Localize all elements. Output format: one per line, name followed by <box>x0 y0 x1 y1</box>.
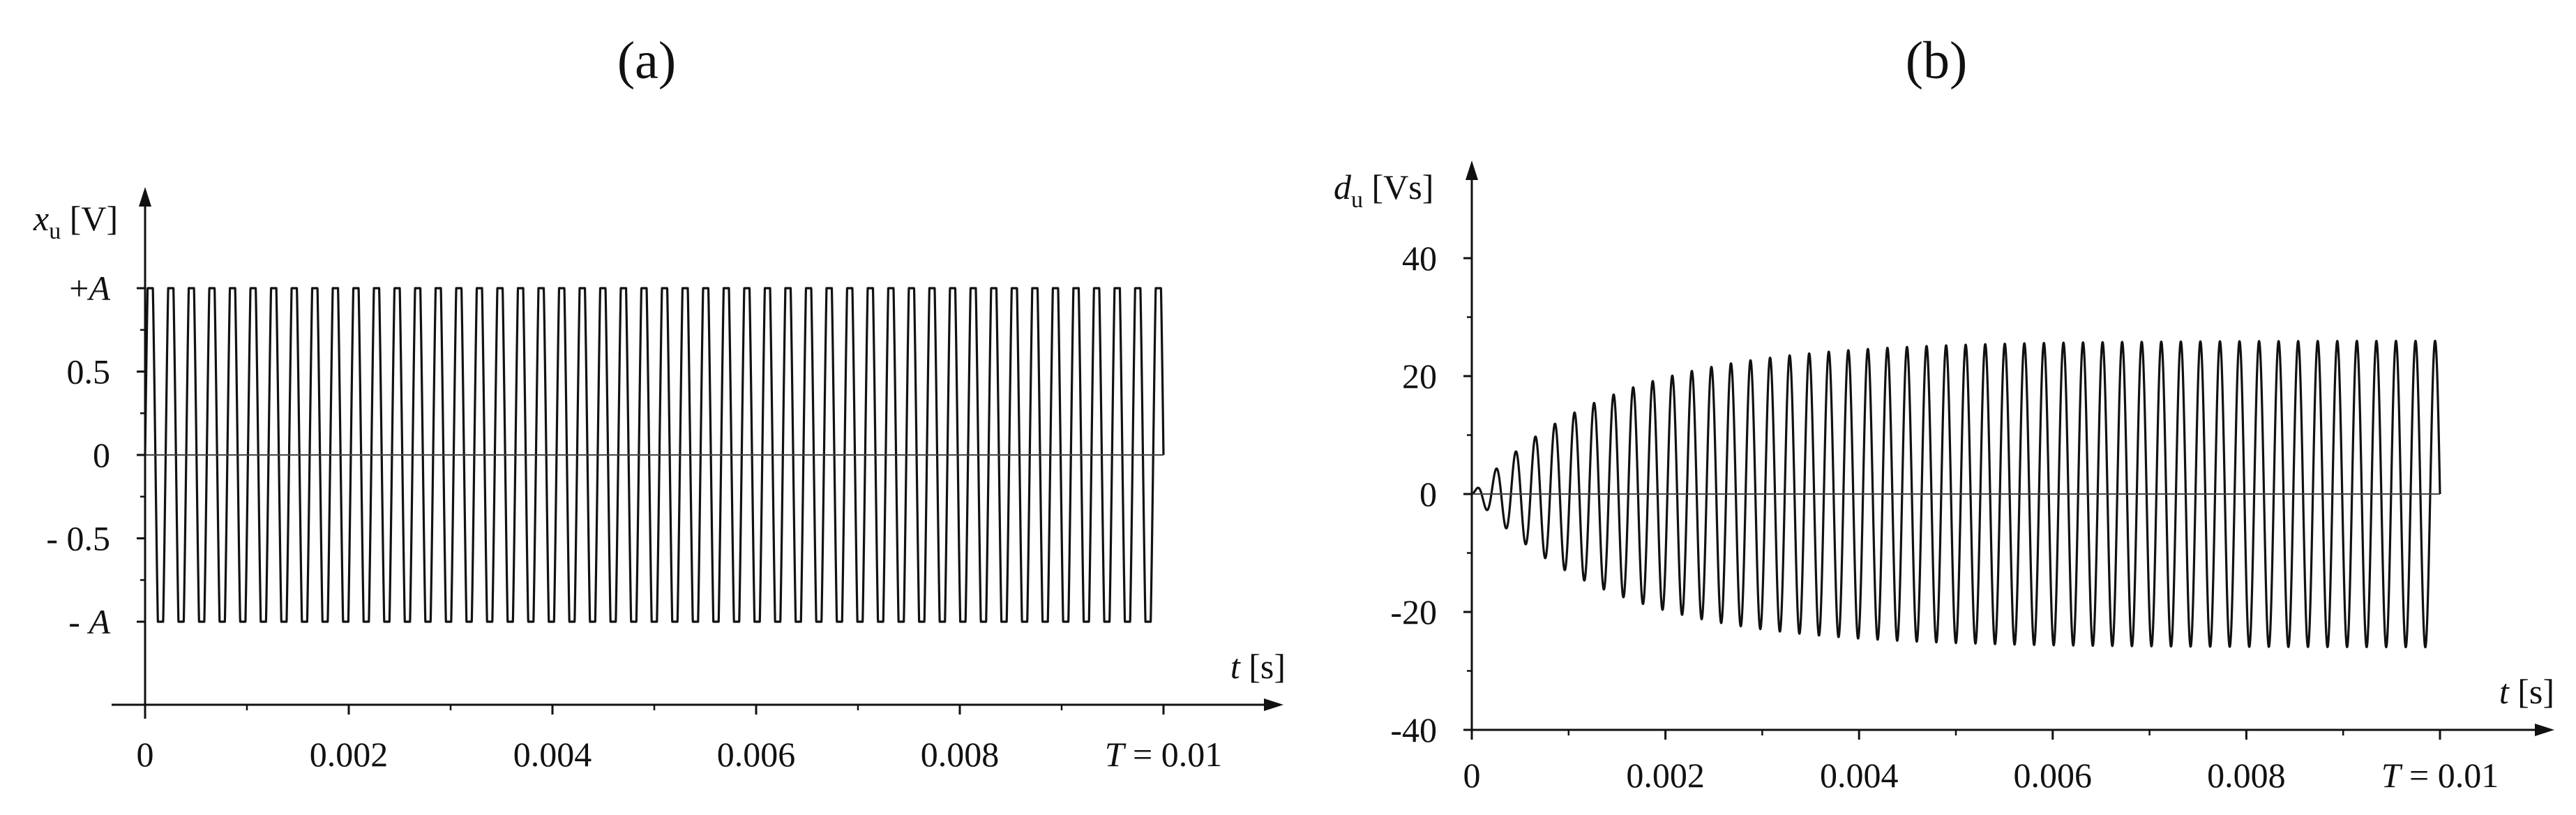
panel-b-x-tick-label: 0.006 <box>2014 756 2093 795</box>
panel-b-x-tick-label: 0.002 <box>1626 756 1705 795</box>
panel-a: (a) 0 0.002 0.004 0.006 0.008 T = 0.01 +A 0.5 0 -… <box>33 31 1286 774</box>
panel-a-y-tick-label: - A <box>68 602 110 641</box>
panel-b-y-tick-label: -20 <box>1390 592 1437 631</box>
panel-a-y-axis-arrow <box>139 187 151 207</box>
panel-a-x-tick-label: 0 <box>137 735 154 774</box>
panel-a-x-tick-label: T = 0.01 <box>1105 735 1223 774</box>
panel-b-y-tick-label: 40 <box>1402 239 1437 278</box>
panel-b-y-tick-label: -40 <box>1390 710 1437 749</box>
panel-a-y-tick-label: +A <box>69 269 110 308</box>
panel-b-label: (b) <box>1906 31 1968 90</box>
panel-a-x-tick-label: 0.002 <box>310 735 389 774</box>
panel-a-x-axis-arrow <box>1264 698 1283 711</box>
panel-b-y-axis-label: du [Vs] <box>1334 167 1433 213</box>
panel-b-y-tick-label: 20 <box>1402 357 1437 396</box>
panel-b-plot-area <box>1470 339 2441 649</box>
panel-b-x-tick-label: 0 <box>1463 756 1481 795</box>
panel-b-series-line <box>1470 339 2441 649</box>
panel-a-x-axis-label: t [s] <box>1230 647 1286 686</box>
panel-b-ticks: 0 0.002 0.004 0.006 0.008 T = 0.01 40 20 0 -20 -40 <box>1390 239 2499 795</box>
panel-a-x-tick-label: 0.004 <box>513 735 592 774</box>
panel-b-x-tick-label: 0.008 <box>2207 756 2286 795</box>
panel-a-series-line <box>144 287 1165 623</box>
panel-a-y-tick-label: 0.5 <box>67 352 111 391</box>
panel-a-y-axis-label: xu [V] <box>33 199 118 244</box>
panel-a-x-tick-label: 0.008 <box>921 735 1000 774</box>
panel-a-label: (a) <box>617 31 676 90</box>
panel-b-x-tick-label: T = 0.01 <box>2381 756 2499 795</box>
panel-b-y-tick-label: 0 <box>1419 474 1437 514</box>
panel-b-y-axis-arrow <box>1466 160 1478 180</box>
panel-b: (b) 0 0.002 0.004 0.006 0.008 T = 0.01 40 20 0 -2… <box>1334 31 2554 795</box>
panel-a-plot-area <box>144 287 1165 623</box>
panel-a-y-tick-label: 0 <box>93 435 110 474</box>
panel-a-ticks: 0 0.002 0.004 0.006 0.008 T = 0.01 +A 0.5 0 - 0.5… <box>46 269 1222 774</box>
panel-b-x-axis-arrow <box>2535 724 2554 736</box>
panel-b-x-tick-label: 0.004 <box>1820 756 1899 795</box>
panel-b-x-axis-label: t [s] <box>2499 672 2554 711</box>
panel-a-x-tick-label: 0.006 <box>717 735 796 774</box>
panel-a-y-tick-label: - 0.5 <box>46 519 110 558</box>
